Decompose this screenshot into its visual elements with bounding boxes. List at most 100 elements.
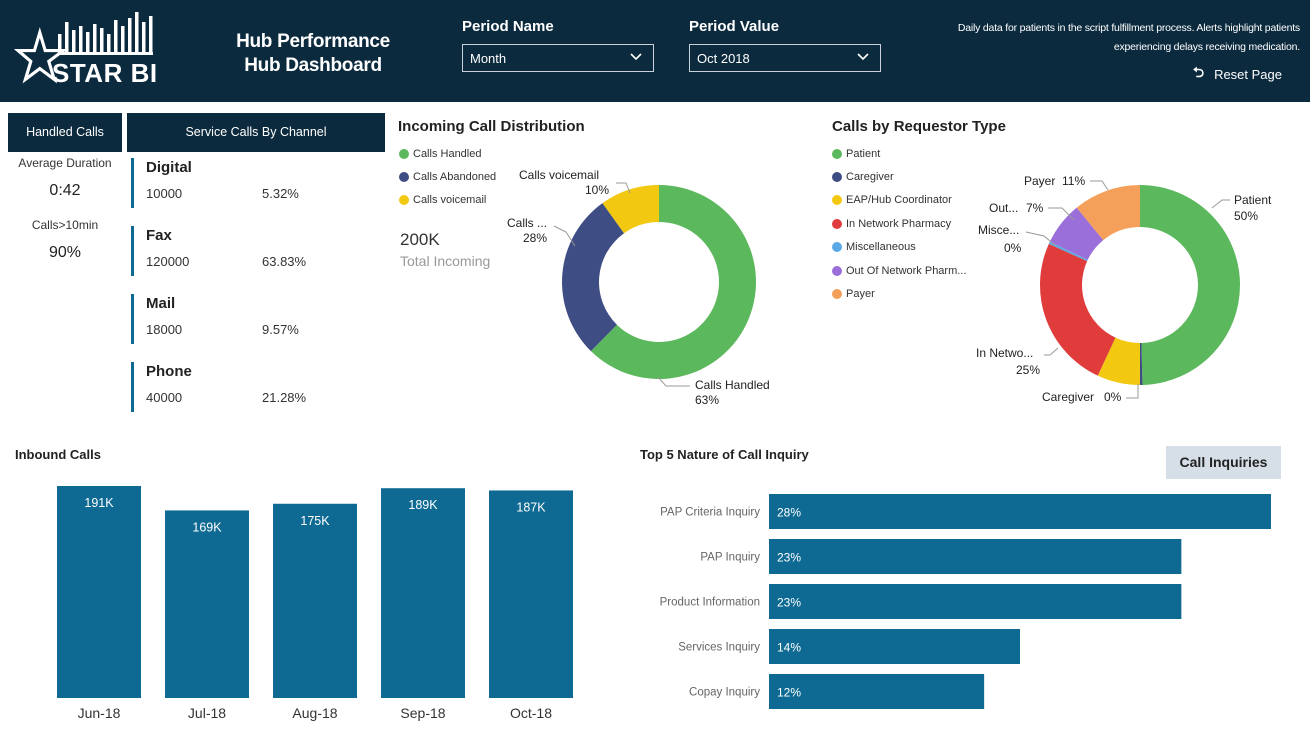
donut-slice[interactable]: [562, 203, 625, 352]
d2-label-patient: Patient 50%: [1211, 193, 1272, 223]
legend-item[interactable]: EAP/Hub Coordinator: [832, 189, 966, 212]
channel-percent: 63.83%: [262, 254, 307, 269]
avg-duration-label: Average Duration: [18, 156, 112, 170]
y-category-label: Copay Inquiry: [689, 687, 760, 699]
handled-calls-card: Average Duration 0:42 Calls>10min 90%: [8, 152, 122, 280]
donut-slice[interactable]: [590, 185, 756, 379]
legend-dot: [832, 195, 842, 206]
channel-card: Fax 120000 63.83%: [131, 226, 387, 276]
bar[interactable]: [769, 674, 985, 709]
call-inquiries-button[interactable]: Call Inquiries: [1166, 446, 1281, 479]
top5-inquiry-chart: 28% PAP Criteria Inquiry 23% PAP Inquiry 23%…: [660, 494, 1271, 709]
bar[interactable]: [769, 494, 1271, 529]
legend-label: Calls Handled: [413, 147, 482, 160]
legend-dot: [832, 148, 842, 159]
channel-name: Phone: [146, 363, 192, 380]
header-bar: STAR BI Hub Performance Hub Dashboard Pe…: [0, 0, 1310, 102]
y-category-label: PAP Criteria Inquiry: [660, 507, 760, 519]
donut-slice[interactable]: [1097, 337, 1140, 385]
period-value-dropdown[interactable]: Oct 2018: [689, 44, 881, 72]
legend-item[interactable]: Calls Abandoned: [399, 165, 496, 188]
legend-item[interactable]: Payer: [832, 282, 966, 305]
channel-count: 18000: [146, 322, 183, 337]
total-incoming-label: Total Incoming: [400, 253, 491, 269]
top5-inquiry-title: Top 5 Nature of Call Inquiry: [640, 447, 809, 462]
handled-calls-header: Handled Calls: [8, 113, 122, 152]
y-category-label: Product Information: [660, 597, 760, 609]
x-tick-label: Jun-18: [78, 705, 121, 721]
donut-slice[interactable]: [1048, 241, 1088, 262]
d1-label-abandoned: Calls ... 28%: [507, 216, 576, 247]
data-label-pct: 63%: [695, 393, 719, 407]
bar[interactable]: [273, 503, 357, 698]
bar[interactable]: [769, 539, 1182, 574]
legend-label: Patient: [846, 147, 881, 160]
bar[interactable]: [489, 490, 573, 698]
bar-value-label: 169K: [192, 520, 222, 534]
channel-count: 10000: [146, 186, 183, 201]
donut-slice[interactable]: [1140, 185, 1240, 385]
channel-card: Mail 18000 9.57%: [131, 294, 387, 344]
incoming-legend: Calls Handled Calls Abandoned Calls voic…: [399, 142, 496, 212]
donut-slice[interactable]: [1049, 207, 1104, 260]
channel-name: Mail: [146, 295, 176, 312]
total-incoming-kpi: 200K Total Incoming: [400, 230, 490, 269]
period-name-label: Period Name: [462, 18, 554, 35]
channel-count: 40000: [146, 390, 183, 405]
incoming-distribution-title: Incoming Call Distribution: [398, 118, 585, 135]
logo-text: STAR BI: [52, 58, 158, 88]
legend-item[interactable]: Out Of Network Pharm...: [832, 259, 966, 282]
data-label-name: Out...: [989, 201, 1018, 215]
bar[interactable]: [769, 629, 1020, 664]
x-tick-label: Aug-18: [292, 705, 337, 721]
channel-card: Digital 10000 5.32%: [131, 158, 387, 208]
legend-item[interactable]: Calls Handled: [399, 142, 496, 165]
x-tick-label: Sep-18: [400, 705, 445, 721]
donut-slice[interactable]: [1076, 185, 1140, 241]
data-label-name: Calls Handled: [695, 378, 770, 392]
d2-label-innetwork: In Netwo... 25%: [976, 346, 1059, 377]
legend-item[interactable]: Patient: [832, 142, 966, 165]
channel-name: Digital: [146, 159, 192, 176]
legend-dot: [832, 265, 842, 276]
reset-page-button[interactable]: ⮌ Reset Page: [1193, 62, 1282, 86]
calls-over-10min-value: 90%: [48, 244, 82, 261]
bar[interactable]: [381, 488, 465, 698]
bar-value-label: 14%: [777, 641, 801, 655]
legend-dot: [399, 195, 409, 206]
data-label-pct: 11%: [1062, 174, 1085, 188]
chevron-down-icon: [630, 53, 642, 61]
legend-item[interactable]: In Network Pharmacy: [832, 212, 966, 235]
period-value-value: Oct 2018: [697, 51, 750, 66]
reset-arrow-icon: ⮌: [1192, 64, 1205, 80]
legend-item[interactable]: Calls voicemail: [399, 189, 496, 212]
incoming-distribution-chart: Calls Handled 63% Calls ... 28% Calls vo…: [507, 168, 770, 407]
legend-dot: [832, 172, 842, 183]
data-label-pct: 0%: [1004, 241, 1022, 255]
legend-label: Calls voicemail: [413, 194, 487, 207]
bar[interactable]: [165, 510, 249, 698]
data-label-name: Calls voicemail: [519, 168, 599, 182]
period-name-dropdown[interactable]: Month: [462, 44, 654, 72]
data-label-pct: 25%: [1016, 363, 1040, 377]
legend-dot: [832, 289, 842, 300]
period-name-value: Month: [470, 51, 507, 66]
donut-slice[interactable]: [1040, 243, 1116, 376]
legend-item[interactable]: Caregiver: [832, 165, 966, 188]
bar-value-label: 187K: [516, 500, 546, 514]
data-label-name: Payer: [1024, 174, 1055, 188]
note-line1: Daily data for patients in the script fu…: [957, 22, 1300, 34]
bar[interactable]: [57, 486, 141, 698]
donut-slice[interactable]: [602, 185, 659, 234]
legend-item[interactable]: Miscellaneous: [832, 236, 966, 259]
y-category-label: PAP Inquiry: [700, 552, 760, 564]
legend-label: Caregiver: [846, 171, 894, 184]
bar-value-label: 12%: [777, 686, 801, 700]
bar-value-label: 23%: [777, 551, 801, 565]
data-label-name: Misce...: [978, 223, 1019, 237]
bar[interactable]: [769, 584, 1182, 619]
donut-slice[interactable]: [1140, 342, 1143, 385]
d2-label-payer: Payer 11%: [1024, 174, 1109, 191]
data-label-pct: 10%: [585, 183, 609, 197]
d2-label-misc: Misce... 0%: [978, 223, 1057, 255]
